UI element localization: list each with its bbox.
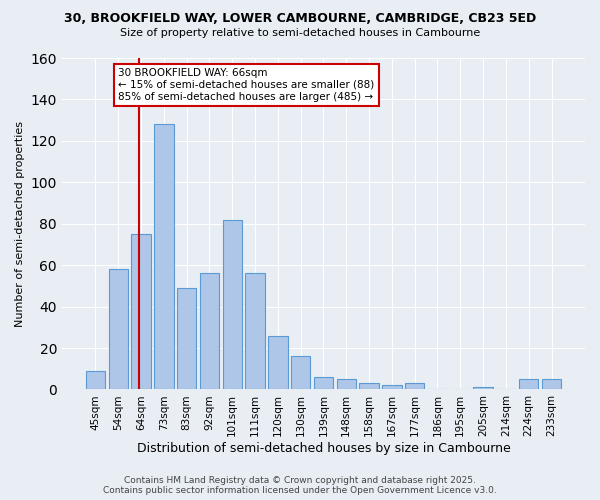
X-axis label: Distribution of semi-detached houses by size in Cambourne: Distribution of semi-detached houses by … — [137, 442, 511, 455]
Text: Size of property relative to semi-detached houses in Cambourne: Size of property relative to semi-detach… — [120, 28, 480, 38]
Bar — [337, 379, 356, 390]
Bar — [245, 274, 265, 390]
Text: 30 BROOKFIELD WAY: 66sqm
← 15% of semi-detached houses are smaller (88)
85% of s: 30 BROOKFIELD WAY: 66sqm ← 15% of semi-d… — [118, 68, 374, 102]
Bar — [154, 124, 173, 390]
Text: 30, BROOKFIELD WAY, LOWER CAMBOURNE, CAMBRIDGE, CB23 5ED: 30, BROOKFIELD WAY, LOWER CAMBOURNE, CAM… — [64, 12, 536, 26]
Text: Contains HM Land Registry data © Crown copyright and database right 2025.
Contai: Contains HM Land Registry data © Crown c… — [103, 476, 497, 495]
Bar — [314, 377, 333, 390]
Bar — [291, 356, 310, 390]
Bar — [359, 383, 379, 390]
Bar — [473, 388, 493, 390]
Bar — [542, 379, 561, 390]
Bar — [382, 386, 401, 390]
Bar — [131, 234, 151, 390]
Bar — [86, 371, 105, 390]
Bar — [200, 274, 219, 390]
Bar — [223, 220, 242, 390]
Bar — [519, 379, 538, 390]
Bar — [177, 288, 196, 390]
Bar — [405, 383, 424, 390]
Bar — [109, 270, 128, 390]
Y-axis label: Number of semi-detached properties: Number of semi-detached properties — [15, 120, 25, 326]
Bar — [268, 336, 287, 390]
